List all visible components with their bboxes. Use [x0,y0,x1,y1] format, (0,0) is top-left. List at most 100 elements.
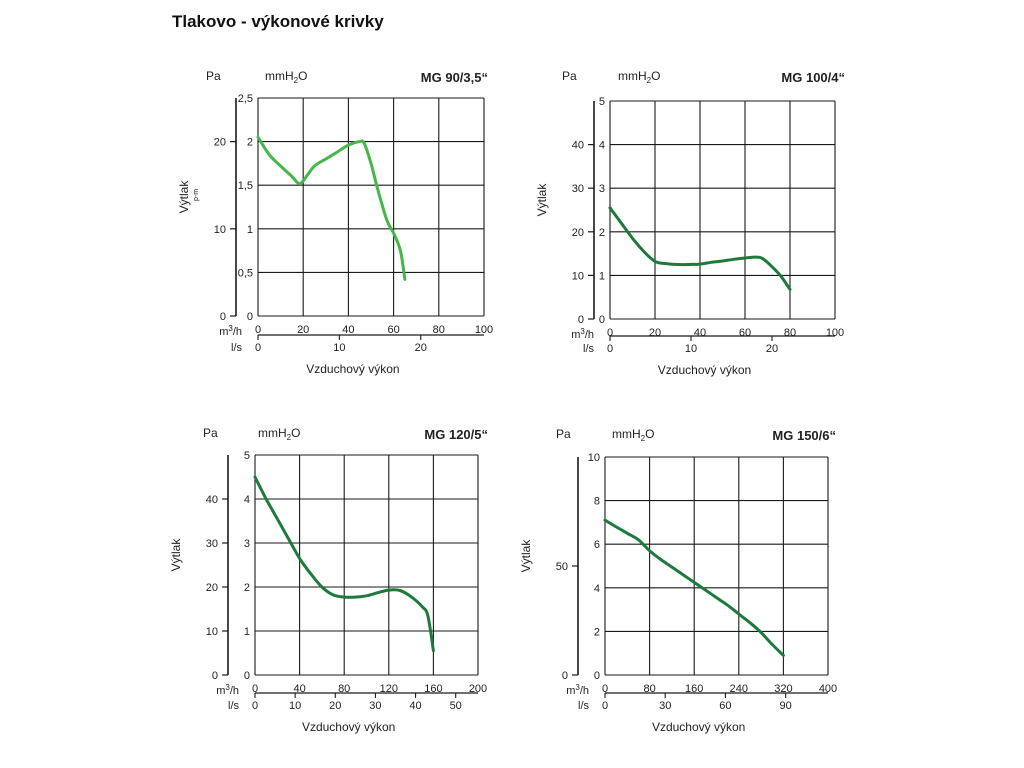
ls-tick-label: 60 [719,700,731,712]
y-axis-label: Výtlak [169,538,183,572]
x-tick-label: 40 [342,324,354,336]
x-tick-label: 160 [685,683,703,695]
pa-tick-label: 50 [556,561,568,573]
x-tick-label: 120 [380,683,398,695]
x-tick-label: 200 [469,683,487,695]
x-tick-label: 0 [252,683,258,695]
pressure-unit-label: Pa [556,427,571,441]
pa-tick-label: 40 [206,494,218,506]
pa-tick-label: 0 [578,314,584,326]
pa-tick-label: 10 [214,224,226,236]
ls-tick-label: 30 [369,700,381,712]
chart-title: MG 150/6“ [772,428,836,443]
y-axis-label: Výtlak [177,180,191,214]
y-axis-label: Výtlak [535,183,549,217]
x-tick-label: 80 [784,327,796,339]
y-tick-label: 2,5 [238,93,253,105]
y-tick-label: 0,5 [238,267,253,279]
x-tick-label: 100 [826,327,844,339]
ls-tick-label: 10 [685,343,697,355]
x-tick-label: 40 [293,683,305,695]
x-axis-label: Vzduchový výkon [658,363,751,377]
ls-tick-label: 0 [607,343,613,355]
performance-curve [253,475,435,653]
pa-tick-label: 20 [214,137,226,149]
x-tick-label: 0 [602,683,608,695]
y-axis-label: Výtlak [519,539,533,573]
ls-unit-label: l/s [228,700,240,712]
pressure-unit-label: Pa [562,69,577,83]
x-tick-label: 100 [475,324,493,336]
chart-title: MG 120/5“ [424,427,488,442]
ls-tick-label: 90 [780,700,792,712]
ls-tick-label: 0 [602,700,608,712]
x-tick-label: 60 [739,327,751,339]
x-tick-label: 160 [424,683,442,695]
ls-unit-label: l/s [578,700,590,712]
pa-tick-label: 0 [212,670,218,682]
ls-unit-label: l/s [231,342,243,354]
y-tick-label: 0 [247,311,253,323]
pa-tick-label: 20 [572,227,584,239]
pa-tick-label: 10 [206,626,218,638]
x-tick-label: 20 [649,327,661,339]
height-unit-label: mmH2O [258,426,300,442]
pa-tick-label: 30 [206,538,218,550]
y-tick-label: 1 [599,270,605,282]
pa-tick-label: 20 [206,582,218,594]
y-tick-label: 1 [244,626,250,638]
y-tick-label: 5 [244,450,250,462]
chart-4: 0 2 4 6 8 10 0 80 160 240 320 400 0 50 Pa mmH2O MG 150/6… [519,427,837,734]
y-tick-label: 4 [599,140,605,152]
y-tick-label: 0 [594,670,600,682]
ls-tick-label: 50 [450,700,462,712]
y-tick-label: 2 [599,227,605,239]
ls-tick-label: 20 [329,700,341,712]
y-tick-label: 0 [244,670,250,682]
chart-title: MG 90/3,5“ [421,70,488,85]
x-axis-label: Vzduchový výkon [652,720,745,734]
height-unit-label: mmH2O [265,69,307,85]
performance-curve [603,518,785,657]
ls-tick-label: 10 [289,700,301,712]
y-tick-label: 1 [247,224,253,236]
performance-curve [608,206,792,291]
pressure-unit-label: Pa [203,426,218,440]
pa-tick-label: 30 [572,183,584,195]
y-tick-label: 0 [599,314,605,326]
x-axis-label: Vzduchový výkon [306,362,399,376]
ls-tick-label: 40 [409,700,421,712]
ls-tick-label: 0 [255,342,261,354]
x-tick-label: 20 [297,324,309,336]
pressure-unit-label: Pa [206,69,221,83]
y-tick-label: 2 [247,137,253,149]
height-unit-label: mmH2O [618,69,660,85]
y-tick-label: 3 [244,538,250,550]
ls-tick-label: 20 [766,343,778,355]
ls-tick-label: 30 [659,700,671,712]
y-tick-label: 3 [599,183,605,195]
ls-tick-label: 0 [252,700,258,712]
x-tick-label: 0 [255,324,261,336]
y-tick-label: 6 [594,539,600,551]
x-unit-label: m3/h [566,683,589,697]
y-tick-label: 4 [594,583,600,595]
performance-curve [256,135,407,281]
ls-tick-label: 10 [333,342,345,354]
pa-tick-label: 0 [220,311,226,323]
x-tick-label: 80 [643,683,655,695]
y-tick-label: 2 [594,626,600,638]
x-tick-label: 60 [387,324,399,336]
y-tick-label: 10 [588,452,600,464]
y-tick-label: 4 [244,494,250,506]
y-tick-label: 1,5 [238,180,253,192]
y-tick-label: 5 [599,96,605,108]
x-tick-label: 400 [819,683,837,695]
pa-tick-label: 40 [572,140,584,152]
x-axis-label: Vzduchový výkon [302,720,395,734]
x-tick-label: 240 [730,683,748,695]
x-unit-label: m3/h [219,324,242,338]
